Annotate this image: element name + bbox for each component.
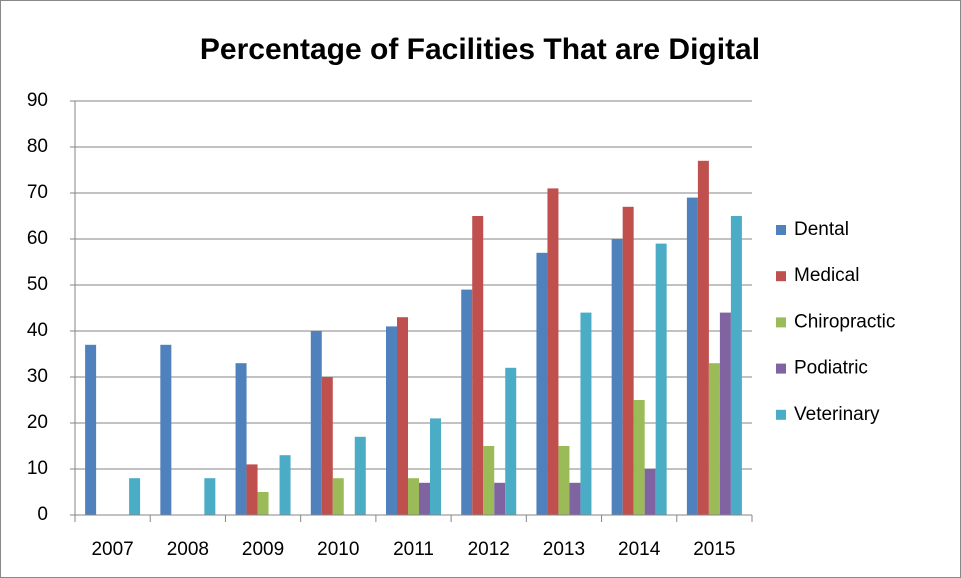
legend-label: Veterinary	[794, 404, 880, 425]
bar	[279, 455, 291, 515]
bar	[235, 363, 247, 515]
bar	[494, 482, 506, 515]
chart-title: Percentage of Facilities That are Digita…	[200, 33, 760, 66]
bar	[569, 482, 581, 515]
bar	[397, 317, 408, 515]
bar	[408, 478, 419, 515]
legend-label: Podiatric	[794, 358, 868, 379]
legend-swatch	[776, 271, 786, 282]
bar	[419, 482, 430, 515]
bar	[686, 197, 698, 515]
y-tick-label: 50	[27, 274, 48, 295]
bar	[580, 312, 592, 515]
y-tick-label: 40	[27, 320, 48, 341]
x-tick-label: 2012	[468, 539, 510, 560]
x-tick-label: 2014	[618, 539, 661, 560]
y-tick-label: 60	[27, 228, 48, 249]
y-tick-label: 10	[27, 458, 48, 479]
bar	[332, 478, 344, 515]
legend-swatch	[776, 409, 786, 420]
bar	[558, 446, 570, 515]
bar	[160, 344, 172, 515]
bar	[622, 206, 634, 516]
x-tick-label: 2011	[393, 539, 434, 560]
bar	[633, 400, 645, 515]
bar	[697, 160, 709, 516]
bar	[547, 188, 559, 515]
legend-swatch	[776, 225, 786, 235]
legend-label: Dental	[794, 219, 849, 240]
bar	[611, 239, 623, 515]
y-tick-label: 80	[27, 136, 48, 157]
y-tick-label: 90	[27, 90, 48, 111]
bar	[430, 418, 441, 515]
x-tick-label: 2010	[317, 539, 359, 560]
y-tick-label: 70	[27, 182, 48, 203]
x-tick-label: 2009	[242, 539, 284, 560]
bar	[310, 331, 322, 515]
x-tick-label: 2007	[91, 539, 133, 560]
bar	[204, 478, 216, 515]
bar	[461, 289, 473, 515]
bar	[472, 216, 484, 515]
bar	[354, 436, 366, 515]
x-tick-label: 2008	[167, 539, 209, 560]
bar	[321, 377, 333, 515]
y-tick-label: 30	[27, 366, 48, 387]
bar	[655, 243, 667, 515]
bar	[536, 252, 548, 516]
bar	[85, 344, 97, 515]
bar	[719, 312, 731, 515]
legend-label: Medical	[794, 265, 859, 286]
bar	[386, 326, 397, 515]
legend-swatch	[776, 317, 786, 328]
y-tick-label: 20	[27, 412, 48, 433]
bar	[257, 492, 269, 515]
x-tick-label: 2015	[693, 539, 735, 560]
bar	[246, 464, 258, 515]
x-tick-label: 2013	[543, 539, 585, 560]
legend-swatch	[776, 363, 786, 374]
bar	[505, 367, 517, 515]
y-tick-label: 0	[37, 504, 48, 525]
bar	[644, 469, 656, 515]
bar	[129, 478, 141, 515]
bar	[730, 216, 742, 515]
legend-label: Chiropractic	[794, 311, 895, 332]
bar	[483, 446, 495, 515]
bar	[708, 363, 720, 515]
